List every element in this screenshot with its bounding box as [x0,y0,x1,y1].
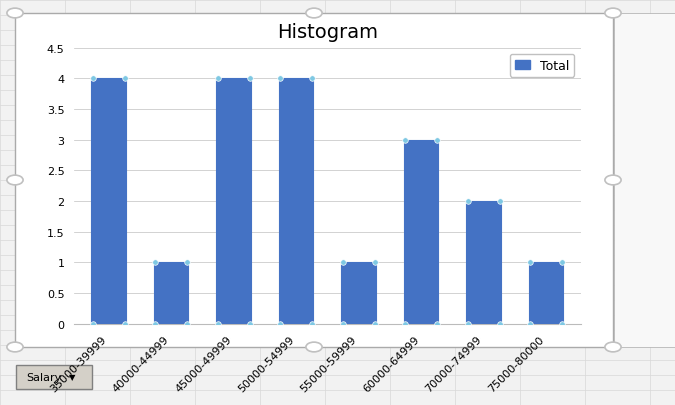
Bar [404,141,438,324]
FancyBboxPatch shape [620,23,664,67]
Bar [342,263,376,324]
Text: Salary: Salary [26,372,61,382]
Bar [154,263,188,324]
Text: ▼: ▼ [69,373,75,382]
FancyBboxPatch shape [620,73,664,117]
Text: +: + [632,33,653,57]
FancyBboxPatch shape [16,365,92,389]
Legend: Total: Total [510,55,574,78]
Bar [217,79,251,324]
Text: Count of Salary: Count of Salary [30,34,116,44]
Bar [279,79,313,324]
Title: Histogram: Histogram [277,23,378,41]
Bar [91,79,126,324]
Text: 🖌: 🖌 [637,86,647,104]
FancyBboxPatch shape [16,26,130,52]
Bar [529,263,564,324]
Bar [466,202,501,324]
